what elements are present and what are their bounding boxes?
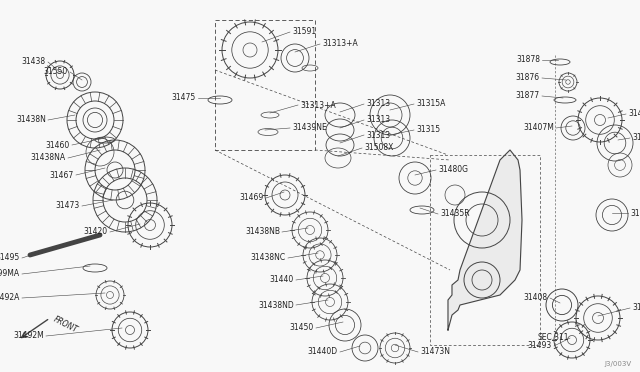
Text: 31508X: 31508X xyxy=(364,144,394,153)
Text: 31467: 31467 xyxy=(50,170,74,180)
Text: 31492A: 31492A xyxy=(0,294,20,302)
Text: 31469: 31469 xyxy=(240,193,264,202)
Text: 31492M: 31492M xyxy=(13,331,44,340)
Text: 31313: 31313 xyxy=(366,131,390,140)
Text: J3/003V: J3/003V xyxy=(605,361,632,367)
Text: 31315: 31315 xyxy=(416,125,440,135)
Text: 31420: 31420 xyxy=(84,228,108,237)
Text: 31435R: 31435R xyxy=(440,209,470,218)
Text: 31490B: 31490B xyxy=(632,304,640,312)
Text: 31409M: 31409M xyxy=(632,134,640,142)
Text: 31550: 31550 xyxy=(44,67,68,77)
Text: 31438N: 31438N xyxy=(16,115,46,125)
Text: 31450: 31450 xyxy=(290,324,314,333)
Text: 31440D: 31440D xyxy=(308,347,338,356)
Text: 31315A: 31315A xyxy=(416,99,445,109)
Text: 31408: 31408 xyxy=(524,294,548,302)
Text: 31475: 31475 xyxy=(172,93,196,103)
Text: 31313+A: 31313+A xyxy=(322,39,358,48)
Text: 31499MA: 31499MA xyxy=(0,269,20,279)
Text: 31407M: 31407M xyxy=(523,124,554,132)
Text: 31460: 31460 xyxy=(45,141,70,150)
Text: 31480: 31480 xyxy=(628,109,640,119)
Text: 31439NE: 31439NE xyxy=(292,124,327,132)
Text: 31438NA: 31438NA xyxy=(31,154,66,163)
Text: 31877: 31877 xyxy=(516,92,540,100)
Text: 31438ND: 31438ND xyxy=(259,301,294,310)
Text: 31438NB: 31438NB xyxy=(245,228,280,237)
Text: 31438NC: 31438NC xyxy=(251,253,286,263)
Text: 31473N: 31473N xyxy=(420,347,450,356)
Text: 31313+A: 31313+A xyxy=(300,100,336,109)
Text: 31473: 31473 xyxy=(56,202,80,211)
Text: 31438: 31438 xyxy=(22,58,46,67)
Text: SEC.311: SEC.311 xyxy=(537,334,568,343)
Text: 31495: 31495 xyxy=(0,253,20,263)
Text: 31878: 31878 xyxy=(516,55,540,64)
Text: 31876: 31876 xyxy=(516,74,540,83)
Text: 31480G: 31480G xyxy=(438,166,468,174)
Text: 31499M: 31499M xyxy=(630,208,640,218)
Text: FRONT: FRONT xyxy=(52,315,79,335)
Text: 31493: 31493 xyxy=(528,341,552,350)
Text: 31591: 31591 xyxy=(292,28,316,36)
Text: 31313: 31313 xyxy=(366,115,390,125)
Polygon shape xyxy=(448,150,522,330)
Text: 31440: 31440 xyxy=(269,276,294,285)
Text: 31313: 31313 xyxy=(366,99,390,109)
